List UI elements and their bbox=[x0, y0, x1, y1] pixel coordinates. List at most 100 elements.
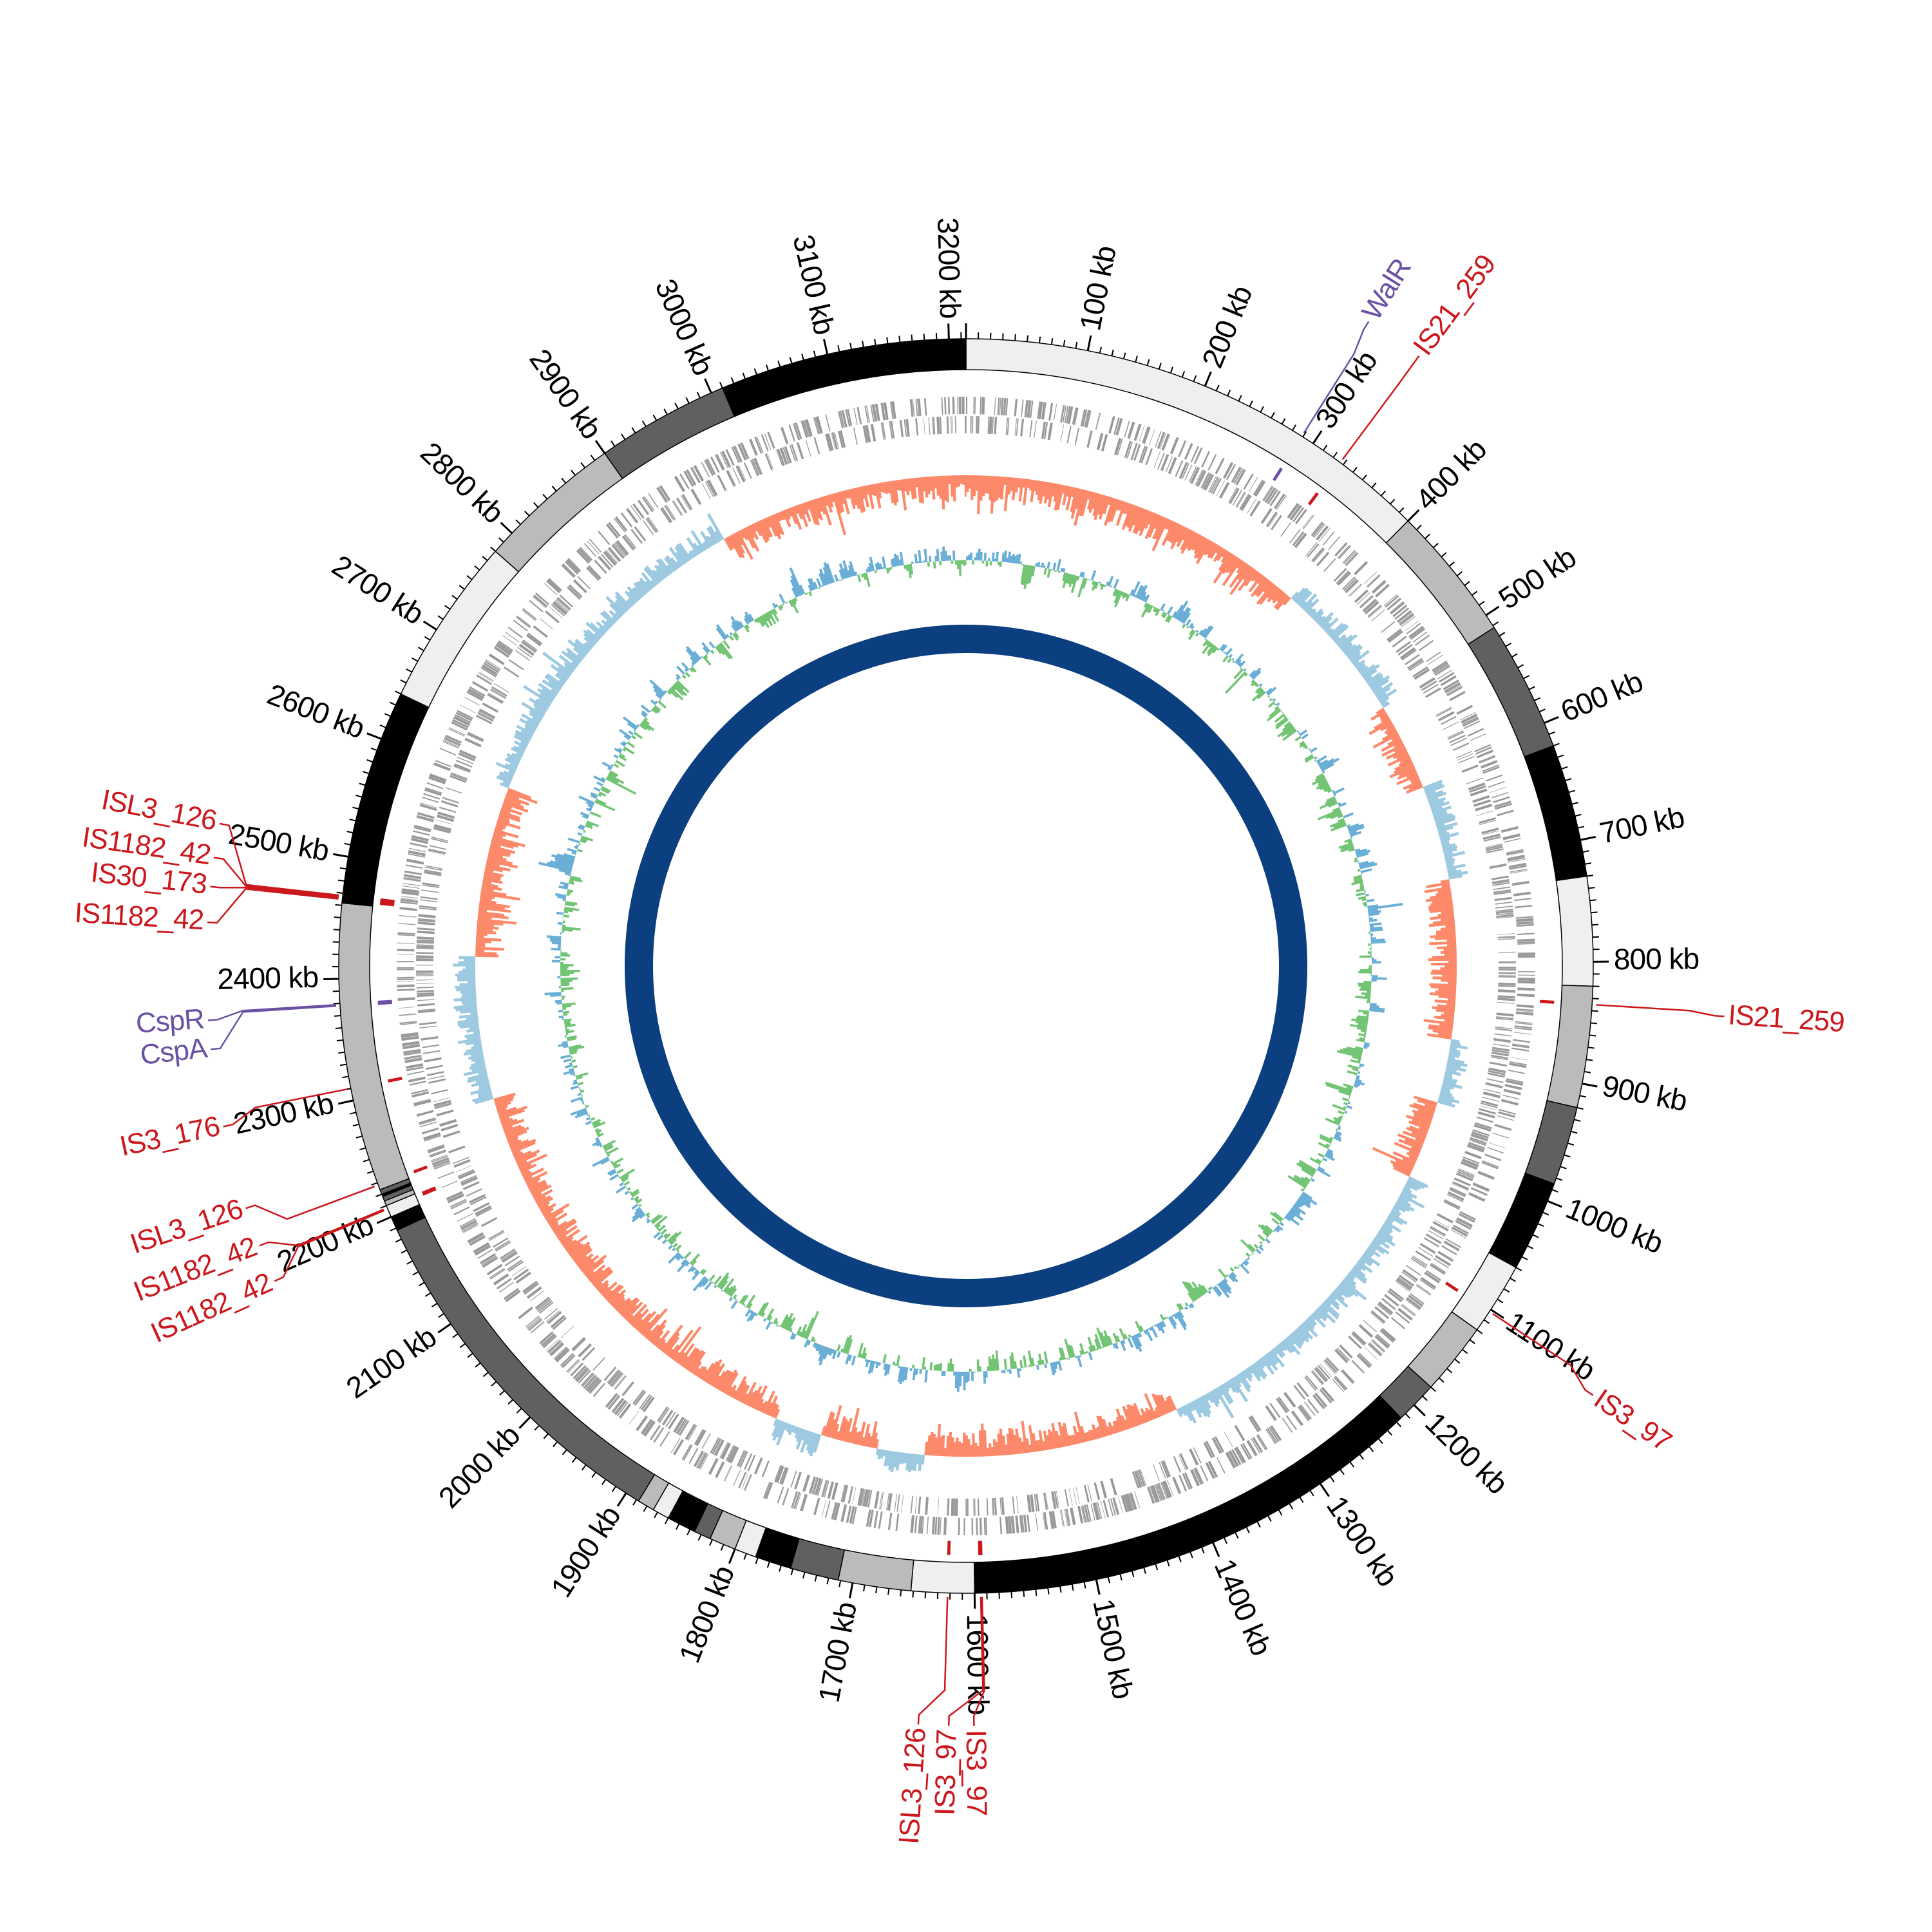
gc-content-bin bbox=[1009, 1356, 1014, 1370]
gc-skew-positive-bin bbox=[1244, 569, 1258, 587]
gene-forward bbox=[1506, 849, 1524, 855]
gene-reverse bbox=[1189, 1448, 1199, 1466]
gene-reverse bbox=[539, 618, 554, 630]
gc-skew-negative-bin bbox=[1369, 1242, 1385, 1255]
gene-forward bbox=[1314, 1392, 1328, 1408]
minor-tick bbox=[340, 1063, 347, 1066]
minor-tick bbox=[333, 929, 340, 931]
gene-forward bbox=[1182, 1473, 1191, 1490]
gene-forward bbox=[1112, 1497, 1120, 1515]
gc-content-bin bbox=[554, 859, 574, 867]
gene-forward bbox=[1133, 423, 1142, 441]
gene-forward bbox=[567, 558, 581, 572]
gc-skew-positive-bin bbox=[488, 851, 504, 858]
gc-skew-positive-bin bbox=[694, 1367, 701, 1376]
annotation-marker bbox=[413, 1165, 428, 1173]
gene-forward bbox=[419, 1119, 437, 1125]
gene-reverse bbox=[417, 936, 435, 940]
gc-skew-positive-bin bbox=[1272, 590, 1284, 604]
gc-content-bin bbox=[838, 569, 844, 580]
gc-content-bin bbox=[875, 1361, 879, 1368]
gc-content-bin bbox=[731, 624, 738, 632]
gene-reverse bbox=[439, 1119, 457, 1127]
gc-content-bin bbox=[681, 662, 690, 671]
gc-content-bin bbox=[1318, 778, 1327, 785]
gc-content-bin bbox=[1103, 1330, 1112, 1346]
gc-skew-negative-bin bbox=[786, 1423, 792, 1433]
annotation-label: IS21_259 bbox=[1407, 249, 1502, 361]
gc-content-bin bbox=[1143, 602, 1148, 608]
gene-forward bbox=[895, 1513, 900, 1531]
annotation-marker bbox=[1444, 1282, 1459, 1293]
gc-skew-positive-bin bbox=[1047, 482, 1055, 507]
gc-skew-negative-bin bbox=[674, 546, 688, 564]
gene-forward bbox=[1517, 955, 1535, 958]
gc-content-bin bbox=[560, 977, 578, 981]
gc-skew-negative-bin bbox=[1216, 1386, 1224, 1396]
gc-skew-negative-bin bbox=[463, 1068, 487, 1077]
gene-reverse bbox=[1472, 795, 1490, 803]
gene-forward bbox=[1166, 1479, 1174, 1497]
gc-content-bin bbox=[1187, 1292, 1195, 1302]
gc-skew-negative-bin bbox=[627, 586, 641, 601]
gc-skew-positive-bin bbox=[488, 849, 510, 858]
gene-forward bbox=[405, 864, 423, 869]
gc-content-bin bbox=[1242, 1261, 1248, 1267]
gc-skew-negative-bin bbox=[517, 744, 526, 752]
gc-skew-negative-bin bbox=[1283, 1339, 1296, 1353]
gene-reverse bbox=[1498, 951, 1516, 953]
gc-skew-negative-bin bbox=[1441, 839, 1450, 845]
gene-reverse bbox=[1239, 493, 1250, 510]
gene-forward bbox=[674, 475, 686, 493]
gc-content-bin bbox=[589, 813, 591, 816]
gene-reverse bbox=[1206, 1441, 1215, 1457]
gene-forward bbox=[1252, 1437, 1264, 1453]
gene-forward bbox=[1470, 1187, 1488, 1197]
gc-skew-negative-bin bbox=[703, 540, 710, 549]
gene-track bbox=[397, 397, 1535, 1535]
gc-content-bin bbox=[562, 1002, 576, 1007]
minor-tick bbox=[418, 1282, 425, 1287]
gene-forward bbox=[1432, 660, 1448, 672]
gc-skew-positive-bin bbox=[1025, 1438, 1030, 1454]
gc-skew-positive-bin bbox=[1193, 537, 1208, 559]
gene-reverse bbox=[1417, 1247, 1434, 1257]
gene-reverse bbox=[825, 433, 832, 451]
minor-tick bbox=[685, 397, 690, 404]
gene-reverse bbox=[522, 639, 538, 651]
gc-skew-positive-bin bbox=[657, 1338, 667, 1349]
gc-skew-negative-bin bbox=[1380, 1226, 1391, 1235]
gc-content-bin bbox=[627, 1187, 631, 1191]
gc-skew-negative-bin bbox=[1284, 1337, 1301, 1356]
gc-skew-positive-bin bbox=[860, 1437, 866, 1446]
gene-forward bbox=[468, 1234, 484, 1244]
gene-reverse bbox=[933, 417, 936, 435]
gc-content-bin bbox=[558, 869, 572, 875]
gc-skew-positive-bin bbox=[1397, 769, 1417, 780]
gc-content-bin bbox=[949, 555, 952, 561]
gene-reverse bbox=[1100, 1481, 1108, 1499]
gene-reverse bbox=[1041, 421, 1046, 439]
gc-content-bin bbox=[783, 1312, 794, 1330]
minor-tick bbox=[923, 334, 925, 341]
gc-skew-positive-bin bbox=[1159, 1394, 1171, 1414]
gc-skew-negative-bin bbox=[520, 741, 529, 747]
gene-forward bbox=[422, 797, 439, 803]
gc-content-bin bbox=[894, 1363, 897, 1366]
gc-skew-positive-bin bbox=[1431, 962, 1457, 966]
gene-reverse bbox=[973, 1498, 974, 1516]
gene-forward bbox=[1193, 1468, 1202, 1485]
minor-tick bbox=[1371, 482, 1377, 489]
gc-content-bin bbox=[1125, 594, 1130, 601]
gc-skew-negative-bin bbox=[1381, 1224, 1394, 1234]
gc-skew-positive-bin bbox=[1132, 507, 1145, 534]
gc-skew-negative-bin bbox=[1401, 1189, 1417, 1199]
gc-content-bin bbox=[702, 656, 712, 666]
gc-skew-positive-bin bbox=[955, 1437, 959, 1457]
gc-content-bin bbox=[1370, 940, 1386, 944]
gene-reverse bbox=[992, 417, 994, 435]
gc-skew-negative-bin bbox=[1367, 674, 1383, 687]
gc-skew-negative-bin bbox=[1332, 1290, 1345, 1302]
gc-skew-positive-bin bbox=[1448, 960, 1457, 963]
gc-skew-positive-bin bbox=[1394, 760, 1413, 772]
